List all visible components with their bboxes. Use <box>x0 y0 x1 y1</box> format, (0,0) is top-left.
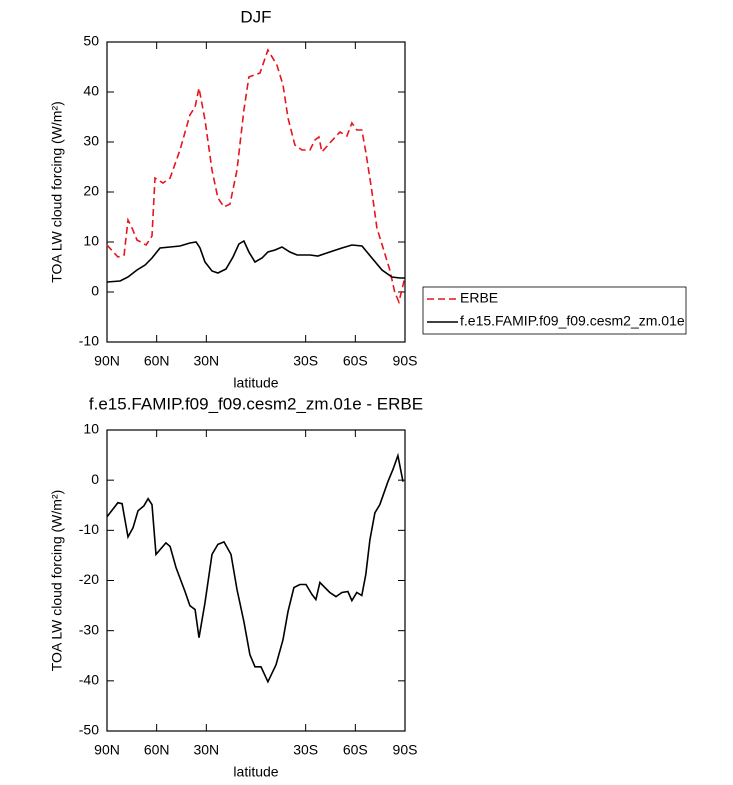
chart-title: f.e15.FAMIP.f09_f09.cesm2_zm.01e - ERBE <box>89 394 423 413</box>
plot-frame <box>106 41 406 343</box>
legend-label: f.e15.FAMIP.f09_f09.cesm2_zm.01e <box>460 313 685 329</box>
x-tick-label: 90S <box>393 742 418 758</box>
y-tick-label: 0 <box>91 283 99 299</box>
y-tick-label: -10 <box>79 521 99 537</box>
x-tick-label: 30S <box>293 353 318 369</box>
y-axis-label: TOA LW cloud forcing (W/m²) <box>49 101 65 283</box>
y-tick-label: -30 <box>79 621 99 637</box>
y-tick-label: -50 <box>79 722 99 738</box>
y-tick-label: 20 <box>83 183 99 199</box>
x-tick-label: 60N <box>144 742 170 758</box>
x-tick-label: 30N <box>193 353 219 369</box>
x-axis-label: latitude <box>233 375 278 391</box>
y-tick-label: -40 <box>79 672 99 688</box>
y-tick-label: 10 <box>83 421 99 437</box>
x-tick-label: 60S <box>343 742 368 758</box>
data-line <box>106 48 406 305</box>
y-tick-label: 0 <box>91 471 99 487</box>
y-tick-label: 50 <box>83 33 99 49</box>
data-line <box>106 239 405 283</box>
y-tick-label: 10 <box>83 233 99 249</box>
x-tick-label: 60S <box>343 353 368 369</box>
y-tick-label: -10 <box>79 333 99 349</box>
x-axis-label: latitude <box>233 764 278 780</box>
x-tick-label: 90S <box>393 353 418 369</box>
x-tick-label: 30N <box>193 742 219 758</box>
legend-label: ERBE <box>460 290 498 306</box>
x-tick-label: 30S <box>293 742 318 758</box>
y-tick-label: 40 <box>83 83 99 99</box>
x-tick-label: 90N <box>94 742 120 758</box>
plot-frame <box>106 429 406 732</box>
chart-title: DJF <box>240 7 271 26</box>
y-tick-label: -20 <box>79 571 99 587</box>
x-tick-label: 90N <box>94 353 120 369</box>
x-tick-label: 60N <box>144 353 170 369</box>
data-line <box>106 452 404 684</box>
y-tick-label: 30 <box>83 133 99 149</box>
legend-box <box>422 286 687 335</box>
y-axis-label: TOA LW cloud forcing (W/m²) <box>49 490 65 672</box>
